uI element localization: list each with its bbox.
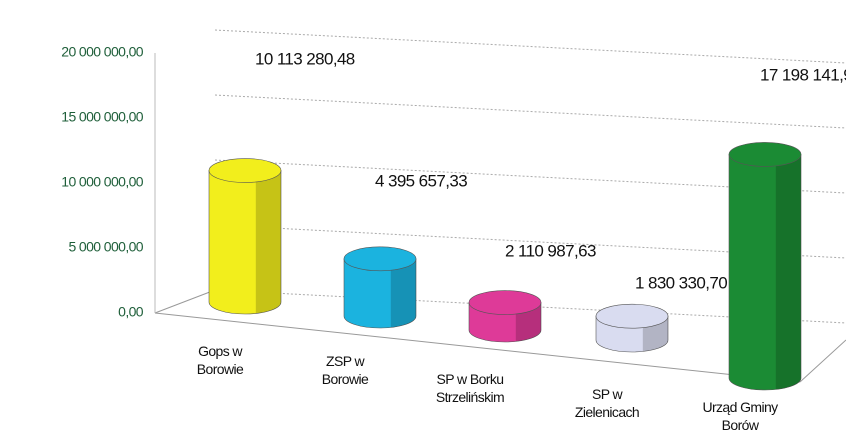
grid-line	[214, 94, 846, 129]
bar	[343, 258, 417, 329]
grid-line	[214, 224, 846, 259]
y-tick-label: 15 000 000,00	[61, 109, 144, 125]
floor-edge	[154, 289, 216, 314]
bar-shade	[390, 258, 416, 328]
grid-line	[214, 289, 846, 324]
value-label: 10 113 280,48	[255, 49, 355, 68]
bar-top	[343, 246, 417, 272]
bar-top	[595, 303, 669, 329]
bar-shade	[775, 154, 801, 390]
bar	[208, 170, 282, 315]
bar-top	[468, 290, 542, 315]
floor-edge	[799, 339, 846, 383]
value-label: 4 395 657,33	[375, 171, 467, 190]
value-label: 1 830 330,70	[635, 273, 727, 292]
x-tick-label: ZSP w Borowie	[321, 353, 369, 387]
bar-top	[208, 158, 282, 183]
y-tick-label: 5 000 000,00	[68, 239, 143, 255]
bar-top	[728, 142, 802, 167]
bar-shade	[255, 170, 281, 314]
floor-edge	[154, 312, 801, 383]
value-label: 17 198 141,90	[760, 65, 846, 84]
x-tick-label: SP w Zielenicach	[574, 386, 640, 420]
value-label: 2 110 987,63	[505, 241, 596, 260]
x-tick-label: Gops w Borowie	[196, 343, 244, 377]
grid-line	[214, 29, 846, 64]
x-tick-label: SP w Borku Strzelińskim	[435, 371, 505, 405]
grid-line	[214, 159, 846, 194]
y-tick-label: 0,00	[118, 304, 144, 320]
y-tick-label: 20 000 000,00	[61, 44, 144, 60]
bar	[728, 154, 802, 391]
x-tick-label: Urząd Gminy Borów	[702, 399, 778, 433]
y-tick-label: 10 000 000,00	[61, 174, 144, 190]
